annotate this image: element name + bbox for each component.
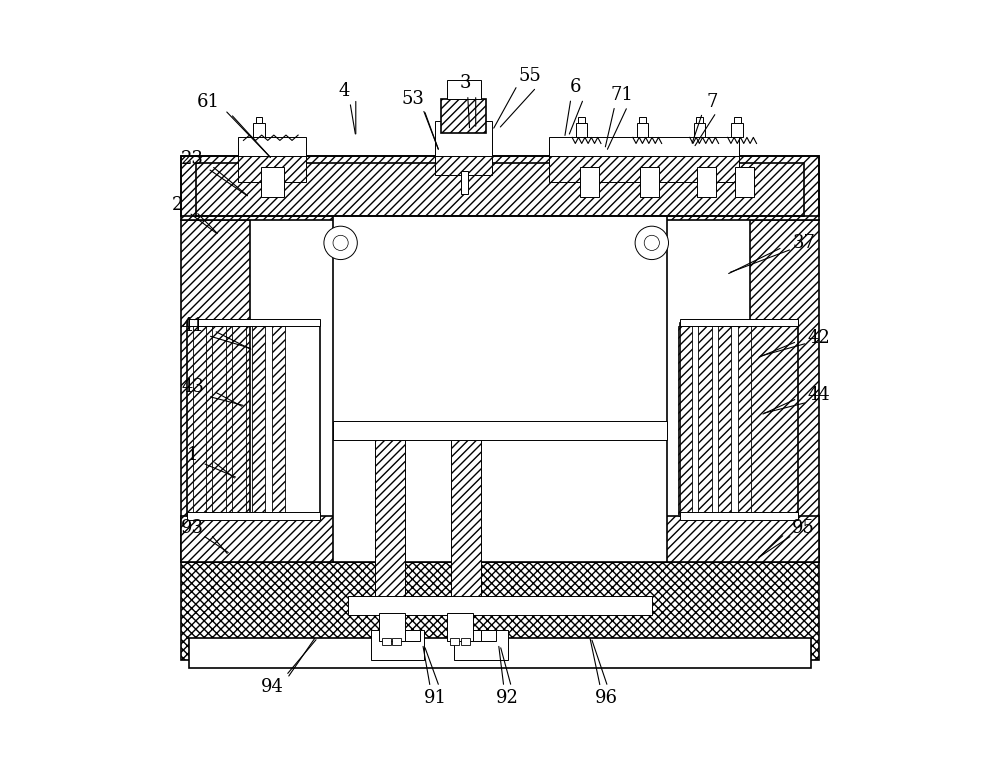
Bar — [181, 156, 819, 216]
Bar — [731, 123, 743, 137]
Bar — [451, 440, 481, 607]
Bar — [734, 117, 741, 123]
Bar — [193, 326, 206, 516]
Text: 41: 41 — [181, 317, 204, 335]
Bar — [252, 326, 265, 516]
Text: 43: 43 — [181, 378, 204, 396]
Bar — [549, 137, 739, 156]
Circle shape — [635, 226, 668, 260]
Bar — [333, 421, 667, 440]
Bar — [576, 123, 587, 137]
Bar — [435, 133, 492, 175]
Bar — [694, 123, 705, 137]
Bar — [187, 323, 320, 516]
Bar — [680, 512, 798, 520]
Bar — [750, 220, 819, 562]
Bar — [187, 319, 320, 326]
Bar — [238, 137, 306, 156]
Text: 4: 4 — [339, 82, 350, 100]
Bar — [461, 638, 470, 645]
Bar — [738, 326, 751, 516]
Text: 96: 96 — [595, 689, 618, 707]
Bar — [637, 123, 648, 137]
Text: 1: 1 — [187, 446, 198, 465]
Bar — [390, 630, 405, 641]
Bar — [735, 167, 754, 197]
Bar — [333, 197, 667, 562]
Bar — [348, 596, 652, 615]
Bar — [181, 562, 819, 660]
Text: 91: 91 — [424, 689, 447, 707]
Bar — [261, 167, 284, 197]
Bar — [718, 326, 731, 516]
Bar — [454, 630, 508, 660]
Text: 2: 2 — [172, 196, 183, 214]
Text: 94: 94 — [261, 678, 284, 696]
Text: 6: 6 — [570, 78, 582, 96]
Bar — [578, 117, 585, 123]
Bar — [466, 630, 481, 641]
Bar — [481, 630, 496, 641]
Bar — [238, 148, 306, 182]
Circle shape — [333, 235, 348, 250]
Bar — [371, 630, 424, 660]
Bar — [405, 630, 420, 641]
Circle shape — [644, 235, 659, 250]
Text: 23: 23 — [181, 150, 204, 168]
Text: 95: 95 — [792, 518, 815, 537]
Bar — [447, 80, 481, 99]
Bar — [461, 171, 468, 194]
Bar — [639, 117, 646, 123]
Bar — [697, 167, 716, 197]
Bar — [375, 440, 405, 607]
Text: 61: 61 — [196, 93, 219, 112]
Text: 3: 3 — [460, 74, 472, 93]
Bar — [196, 163, 804, 216]
Bar — [680, 323, 798, 516]
Bar — [450, 638, 459, 645]
Bar — [181, 516, 819, 562]
Bar — [181, 156, 819, 220]
Bar — [232, 326, 246, 516]
Bar — [189, 638, 811, 668]
Bar — [678, 326, 692, 516]
Text: 92: 92 — [496, 689, 519, 707]
Bar — [680, 319, 798, 326]
Bar — [435, 121, 492, 156]
Bar — [187, 512, 320, 520]
Bar — [580, 167, 599, 197]
Text: 53: 53 — [401, 90, 424, 108]
Text: 7: 7 — [707, 93, 718, 112]
Text: 93: 93 — [181, 518, 204, 537]
Bar — [640, 167, 659, 197]
Bar — [392, 638, 401, 645]
Bar — [256, 117, 262, 123]
Bar — [698, 326, 712, 516]
Bar — [696, 117, 703, 123]
Bar — [441, 99, 486, 133]
Text: 71: 71 — [610, 86, 633, 104]
Bar — [447, 613, 473, 641]
Text: 37: 37 — [792, 234, 815, 252]
Bar — [181, 220, 250, 562]
Bar — [549, 148, 739, 182]
Bar — [379, 613, 405, 641]
Bar — [253, 123, 265, 137]
Bar — [212, 326, 226, 516]
Text: 42: 42 — [807, 329, 830, 347]
Text: 55: 55 — [519, 67, 542, 85]
Bar — [272, 326, 285, 516]
Bar — [382, 638, 391, 645]
Circle shape — [324, 226, 357, 260]
Text: 44: 44 — [807, 386, 830, 404]
